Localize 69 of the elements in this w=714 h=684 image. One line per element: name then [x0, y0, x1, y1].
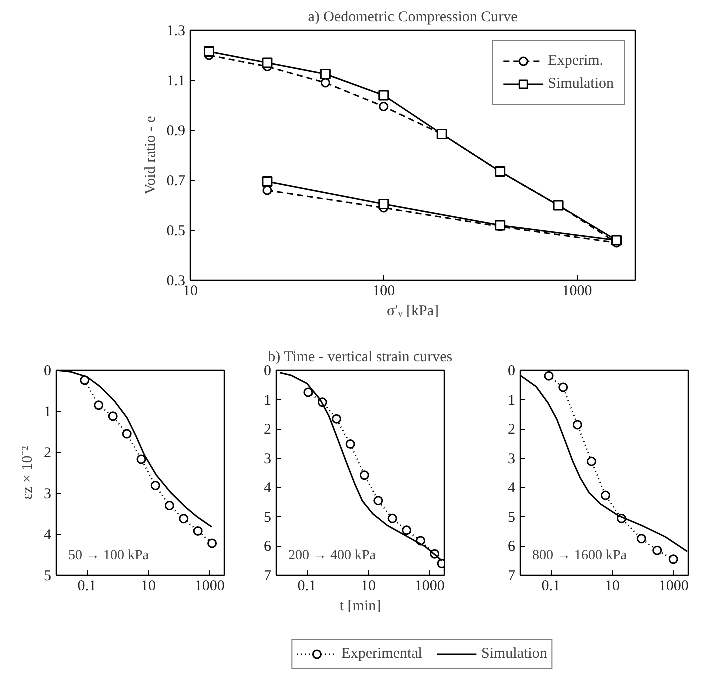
point: [388, 514, 398, 524]
y-tick-label: 2: [508, 422, 516, 438]
point: [346, 440, 356, 450]
y-axis-title: εz × 10⁻²: [20, 446, 36, 500]
x-tick-label: 1000: [658, 578, 689, 594]
x-tick-label: 10: [361, 578, 376, 594]
y-tick-label: 5: [264, 510, 272, 526]
x-tick-label: 10: [605, 578, 620, 594]
point: [122, 429, 132, 439]
y-axis-title: Void ratio - e: [142, 116, 159, 195]
point: [208, 538, 218, 548]
y-tick-label: 4: [44, 528, 52, 544]
legend-label: Simulation: [548, 76, 614, 92]
x-tick-label: 1000: [562, 284, 592, 300]
legend-label: Simulation: [481, 646, 548, 662]
y-tick-label: 1.3: [166, 24, 186, 40]
y-tick-label: 2: [44, 446, 52, 462]
point: [179, 514, 189, 524]
y-tick-label: 7: [508, 568, 516, 584]
y-tick-label: 4: [264, 480, 272, 497]
y-tick-label: 0.3: [166, 274, 186, 290]
y-tick-label: 6: [264, 539, 272, 556]
point: [304, 388, 314, 398]
point: [193, 526, 203, 536]
point: [94, 400, 104, 410]
y-tick-label: 0: [508, 364, 516, 380]
chart-title: a) Oedometric Compression Curve: [308, 10, 518, 26]
x-tick-label: 0.1: [542, 578, 561, 594]
y-tick-label: 5: [508, 510, 516, 526]
y-tick-label: 1: [508, 392, 516, 409]
y-tick-label: 0.9: [166, 124, 186, 140]
x-tick-label: 100: [372, 284, 396, 300]
x-tick-label: 10: [141, 578, 156, 594]
y-tick-label: 0.5: [166, 224, 186, 240]
y-tick-label: 3: [264, 451, 272, 468]
point: [108, 412, 118, 422]
y-tick-label: 0.7: [166, 174, 186, 190]
legend-label: Experim.: [548, 52, 604, 70]
y-tick-label: 7: [264, 568, 272, 584]
point: [150, 480, 160, 490]
x-axis-title: σ′ᵥ [kPa]: [386, 304, 440, 320]
y-tick-label: 4: [508, 480, 516, 497]
point: [332, 414, 342, 424]
y-tick-label: 3: [508, 451, 516, 468]
legend-label: Experimental: [342, 646, 422, 662]
point: [402, 526, 412, 536]
x-tick-label: 10: [183, 284, 198, 300]
annotation: 50 → 100 kPa: [68, 548, 150, 564]
chart-title: b) Time - vertical strain curves: [268, 350, 453, 366]
y-tick-label: 0: [44, 364, 52, 380]
point: [360, 470, 370, 480]
point: [136, 454, 146, 464]
y-tick-label: 0: [264, 364, 272, 380]
point: [164, 501, 174, 511]
y-tick-label: 1.1: [166, 74, 186, 90]
point: [374, 496, 384, 506]
y-tick-label: 6: [508, 539, 516, 556]
y-tick-label: 3: [44, 486, 52, 502]
x-tick-label: 0.1: [298, 578, 317, 594]
y-tick-label: 5: [44, 568, 52, 584]
y-tick-label: 1: [44, 404, 52, 420]
x-axis-title: t [min]: [340, 598, 382, 614]
x-tick-label: 0.1: [78, 578, 97, 594]
x-tick-label: 1000: [414, 578, 445, 594]
x-tick-label: 1000: [194, 578, 225, 594]
y-tick-label: 2: [264, 422, 272, 438]
y-tick-label: 1: [264, 392, 272, 409]
annotation: 800 → 1600 kPa: [532, 548, 628, 564]
annotation: 200 → 400 kPa: [288, 548, 377, 564]
